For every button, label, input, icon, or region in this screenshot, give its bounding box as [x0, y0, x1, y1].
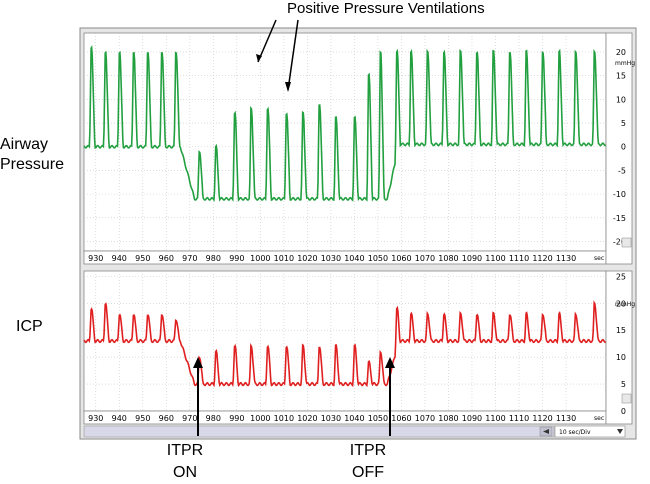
y-tick-label: 20	[616, 48, 626, 57]
icp-label: ICP	[16, 318, 43, 335]
x-tick-label: 970	[182, 254, 197, 263]
x-tick-label: 970	[182, 414, 197, 423]
y-tick-label: -5	[618, 166, 626, 175]
y-tick-label: 10	[616, 353, 626, 362]
airway-sec-unit-label: sec	[594, 255, 604, 262]
y-tick-label: 5	[621, 119, 626, 128]
x-tick-label: 1070	[415, 414, 435, 423]
itpr-on-line1: ITPR	[166, 442, 204, 459]
icp-y-ticks: 25 20 15 10 5 0	[616, 272, 626, 416]
x-tick-label: 1030	[321, 254, 341, 263]
icp-plot-area	[83, 270, 607, 412]
itpr-off-line2: OFF	[352, 464, 384, 481]
x-tick-label: 930	[88, 254, 103, 263]
x-tick-label: 1040	[344, 254, 364, 263]
x-tick-label: 1130	[556, 254, 576, 263]
y-tick-label: 20	[616, 299, 626, 308]
x-tick-label: 940	[112, 414, 127, 423]
x-tick-label: 1000	[250, 254, 270, 263]
itpr-off-arrow-head	[385, 357, 395, 368]
x-tick-label: 1060	[391, 414, 411, 423]
x-tick-label: 980	[206, 414, 221, 423]
x-tick-label: 1110	[509, 254, 529, 263]
x-tick-label: 1020	[297, 254, 317, 263]
x-tick-label: 1040	[344, 414, 364, 423]
x-tick-label: 1100	[485, 254, 505, 263]
airway-y-ticks: 20 15 10 5 0 -5 -10 -15 -20	[613, 48, 626, 247]
itpr-on-arrow-head	[193, 357, 203, 368]
icp-x-ticks: 930 940 950 960 970 980 990 1000 1010 1020 1030 104…	[88, 414, 576, 423]
x-tick-label: 1010	[274, 254, 294, 263]
x-tick-label: 980	[206, 254, 221, 263]
x-tick-label: 1090	[462, 414, 482, 423]
x-tick-label: 1060	[391, 254, 411, 263]
airway-x-ticks: 930 940 950 960 970 980 990 1000 1010 1020 1030 104…	[88, 254, 576, 263]
airway-panel: 930 940 950 960 970 980 990 1000 1010 1020 1030 104…	[83, 32, 635, 265]
y-tick-label: -20	[613, 238, 626, 247]
x-tick-label: 1080	[438, 414, 458, 423]
x-tick-label: 960	[159, 254, 174, 263]
x-tick-label: 1000	[250, 414, 270, 423]
icp-trace	[83, 300, 607, 388]
x-tick-label: 1100	[485, 414, 505, 423]
x-tick-label: 950	[135, 414, 150, 423]
itpr-on-line2: ON	[173, 464, 197, 481]
itpr-on-label: ITPR ON	[160, 440, 210, 484]
x-tick-label: 1120	[532, 414, 552, 423]
ppv-arrow-2	[287, 19, 299, 91]
x-tick-label: 1120	[532, 254, 552, 263]
y-tick-label: 15	[616, 326, 626, 335]
top-title: Positive Pressure Ventilations	[287, 0, 485, 17]
airway-label: Airway Pressure	[0, 135, 64, 175]
x-tick-label: 1070	[415, 254, 435, 263]
y-tick-label: 5	[621, 380, 626, 389]
chevron-down-icon	[617, 429, 623, 434]
ppv-arrow-2-head	[285, 82, 291, 92]
x-tick-label: 1090	[462, 254, 482, 263]
x-tick-label: 1130	[556, 414, 576, 423]
x-tick-label: 960	[159, 414, 174, 423]
x-tick-label: 1010	[274, 414, 294, 423]
chevron-left-icon	[543, 429, 549, 434]
y-tick-label: 0	[621, 143, 626, 152]
airway-unit-label: mmHg	[615, 60, 635, 67]
y-tick-label: 0	[621, 407, 626, 416]
x-tick-label: 1020	[297, 414, 317, 423]
icp-scale-button[interactable]	[621, 393, 632, 404]
airway-label-line2: Pressure	[0, 156, 65, 173]
icp-panel: 930 940 950 960 970 980 990 1000 1010 1020 1030 104…	[83, 270, 635, 425]
timebase-select[interactable]	[554, 425, 626, 438]
x-tick-label: 950	[135, 254, 150, 263]
x-tick-label: 990	[229, 254, 244, 263]
airway-scale-button[interactable]	[621, 237, 632, 248]
x-tick-label: 1050	[368, 414, 388, 423]
airway-trace	[83, 45, 607, 202]
ppv-arrow-1-head	[256, 54, 262, 62]
itpr-off-label: ITPR OFF	[343, 440, 393, 484]
y-tick-label: -15	[613, 214, 626, 223]
x-tick-label: 1110	[509, 414, 529, 423]
x-tick-label: 930	[88, 414, 103, 423]
airway-y-axis-strip	[605, 32, 633, 265]
y-tick-label: -10	[613, 190, 626, 199]
icp-unit-label: mmHg	[615, 301, 635, 308]
x-tick-label: 940	[112, 254, 127, 263]
x-tick-label: 990	[229, 414, 244, 423]
x-tick-label: 1080	[438, 254, 458, 263]
annotation-arrows	[193, 19, 395, 436]
y-tick-label: 15	[616, 72, 626, 81]
horizontal-scrollbar[interactable]	[83, 425, 555, 438]
itpr-off-line1: ITPR	[349, 442, 387, 459]
y-tick-label: 10	[616, 95, 626, 104]
airway-label-line1: Airway	[0, 136, 49, 153]
timebase-value: 10 sec/Div	[559, 429, 591, 436]
x-tick-label: 1050	[368, 254, 388, 263]
x-tick-label: 1030	[321, 414, 341, 423]
icp-sec-unit-label: sec	[594, 415, 604, 422]
y-tick-label: 25	[616, 272, 626, 281]
ppv-arrow-1	[257, 19, 277, 63]
